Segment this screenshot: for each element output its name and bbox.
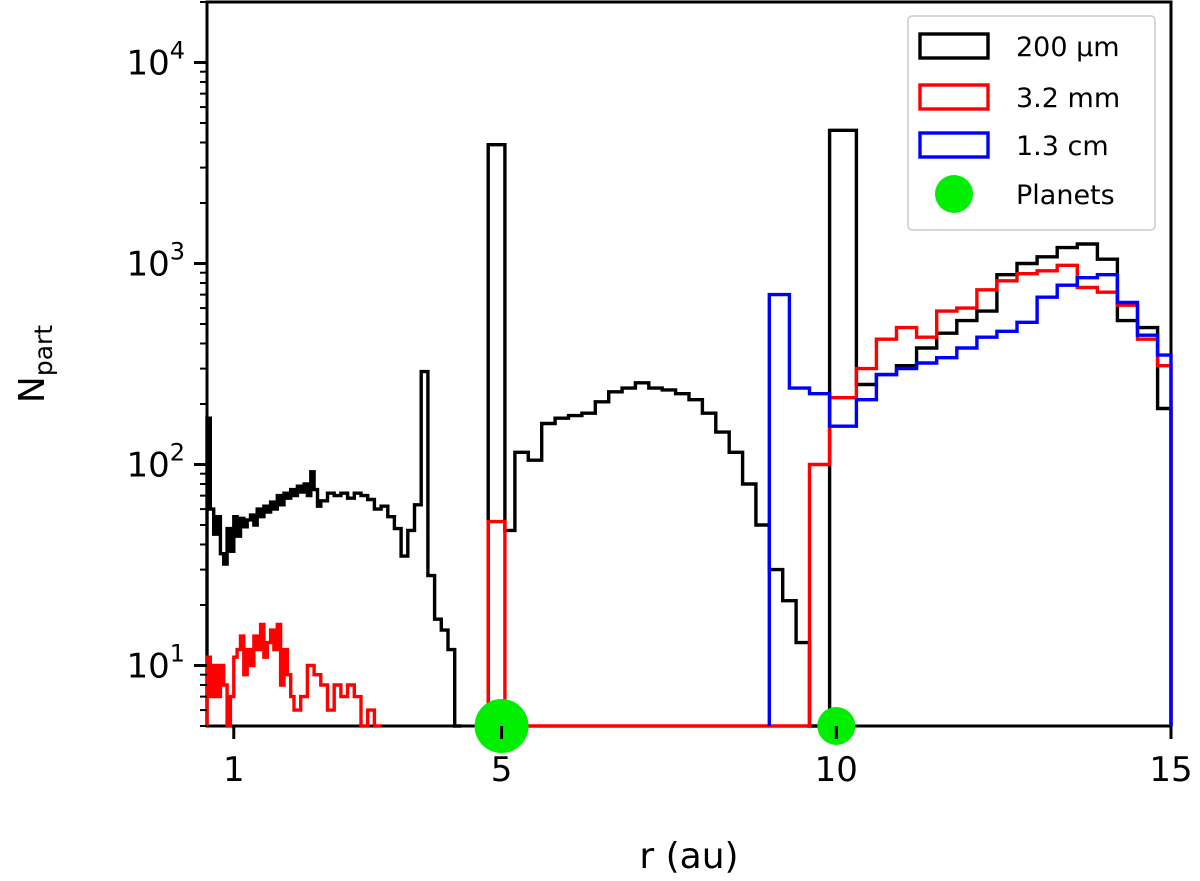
- legend-frame: [907, 15, 1156, 231]
- y-ticks: 101 102 103 104: [126, 1, 207, 727]
- y-axis-label: Npart: [12, 325, 58, 403]
- x-tick-label: 5: [491, 750, 513, 790]
- x-ticks: 1 5 10 15: [223, 726, 1193, 790]
- y-tick-label: 103: [126, 238, 185, 285]
- x-axis-label: r (au): [639, 836, 738, 877]
- y-axis-label-main: N: [12, 376, 53, 403]
- legend-swatch-1: [918, 83, 990, 111]
- series-line-0: [205, 369, 462, 728]
- legend: 200 μm 3.2 mm 1.3 cm Planets: [907, 15, 1156, 231]
- y-tick-label: 102: [126, 438, 185, 485]
- legend-swatch-2: [918, 131, 990, 159]
- y-tick-label: 101: [126, 639, 185, 686]
- y-tick-label: 104: [126, 37, 185, 84]
- y-axis-title: Npart: [12, 325, 58, 403]
- legend-swatch-0: [918, 32, 990, 60]
- x-tick-label: 1: [223, 750, 245, 790]
- series-line-2: [205, 622, 382, 728]
- series-layer: [205, 128, 1173, 728]
- x-tick-label: 15: [1149, 750, 1192, 790]
- legend-swatch-3: [935, 175, 973, 213]
- legend-label-1: 3.2 mm: [1016, 83, 1120, 114]
- y-axis-label-sub: part: [29, 325, 58, 376]
- x-tick-label: 10: [815, 750, 858, 790]
- series-line-4: [767, 273, 1173, 726]
- legend-label-2: 1.3 cm: [1016, 131, 1109, 162]
- legend-label-3: Planets: [1016, 180, 1115, 211]
- legend-label-0: 200 μm: [1016, 32, 1120, 63]
